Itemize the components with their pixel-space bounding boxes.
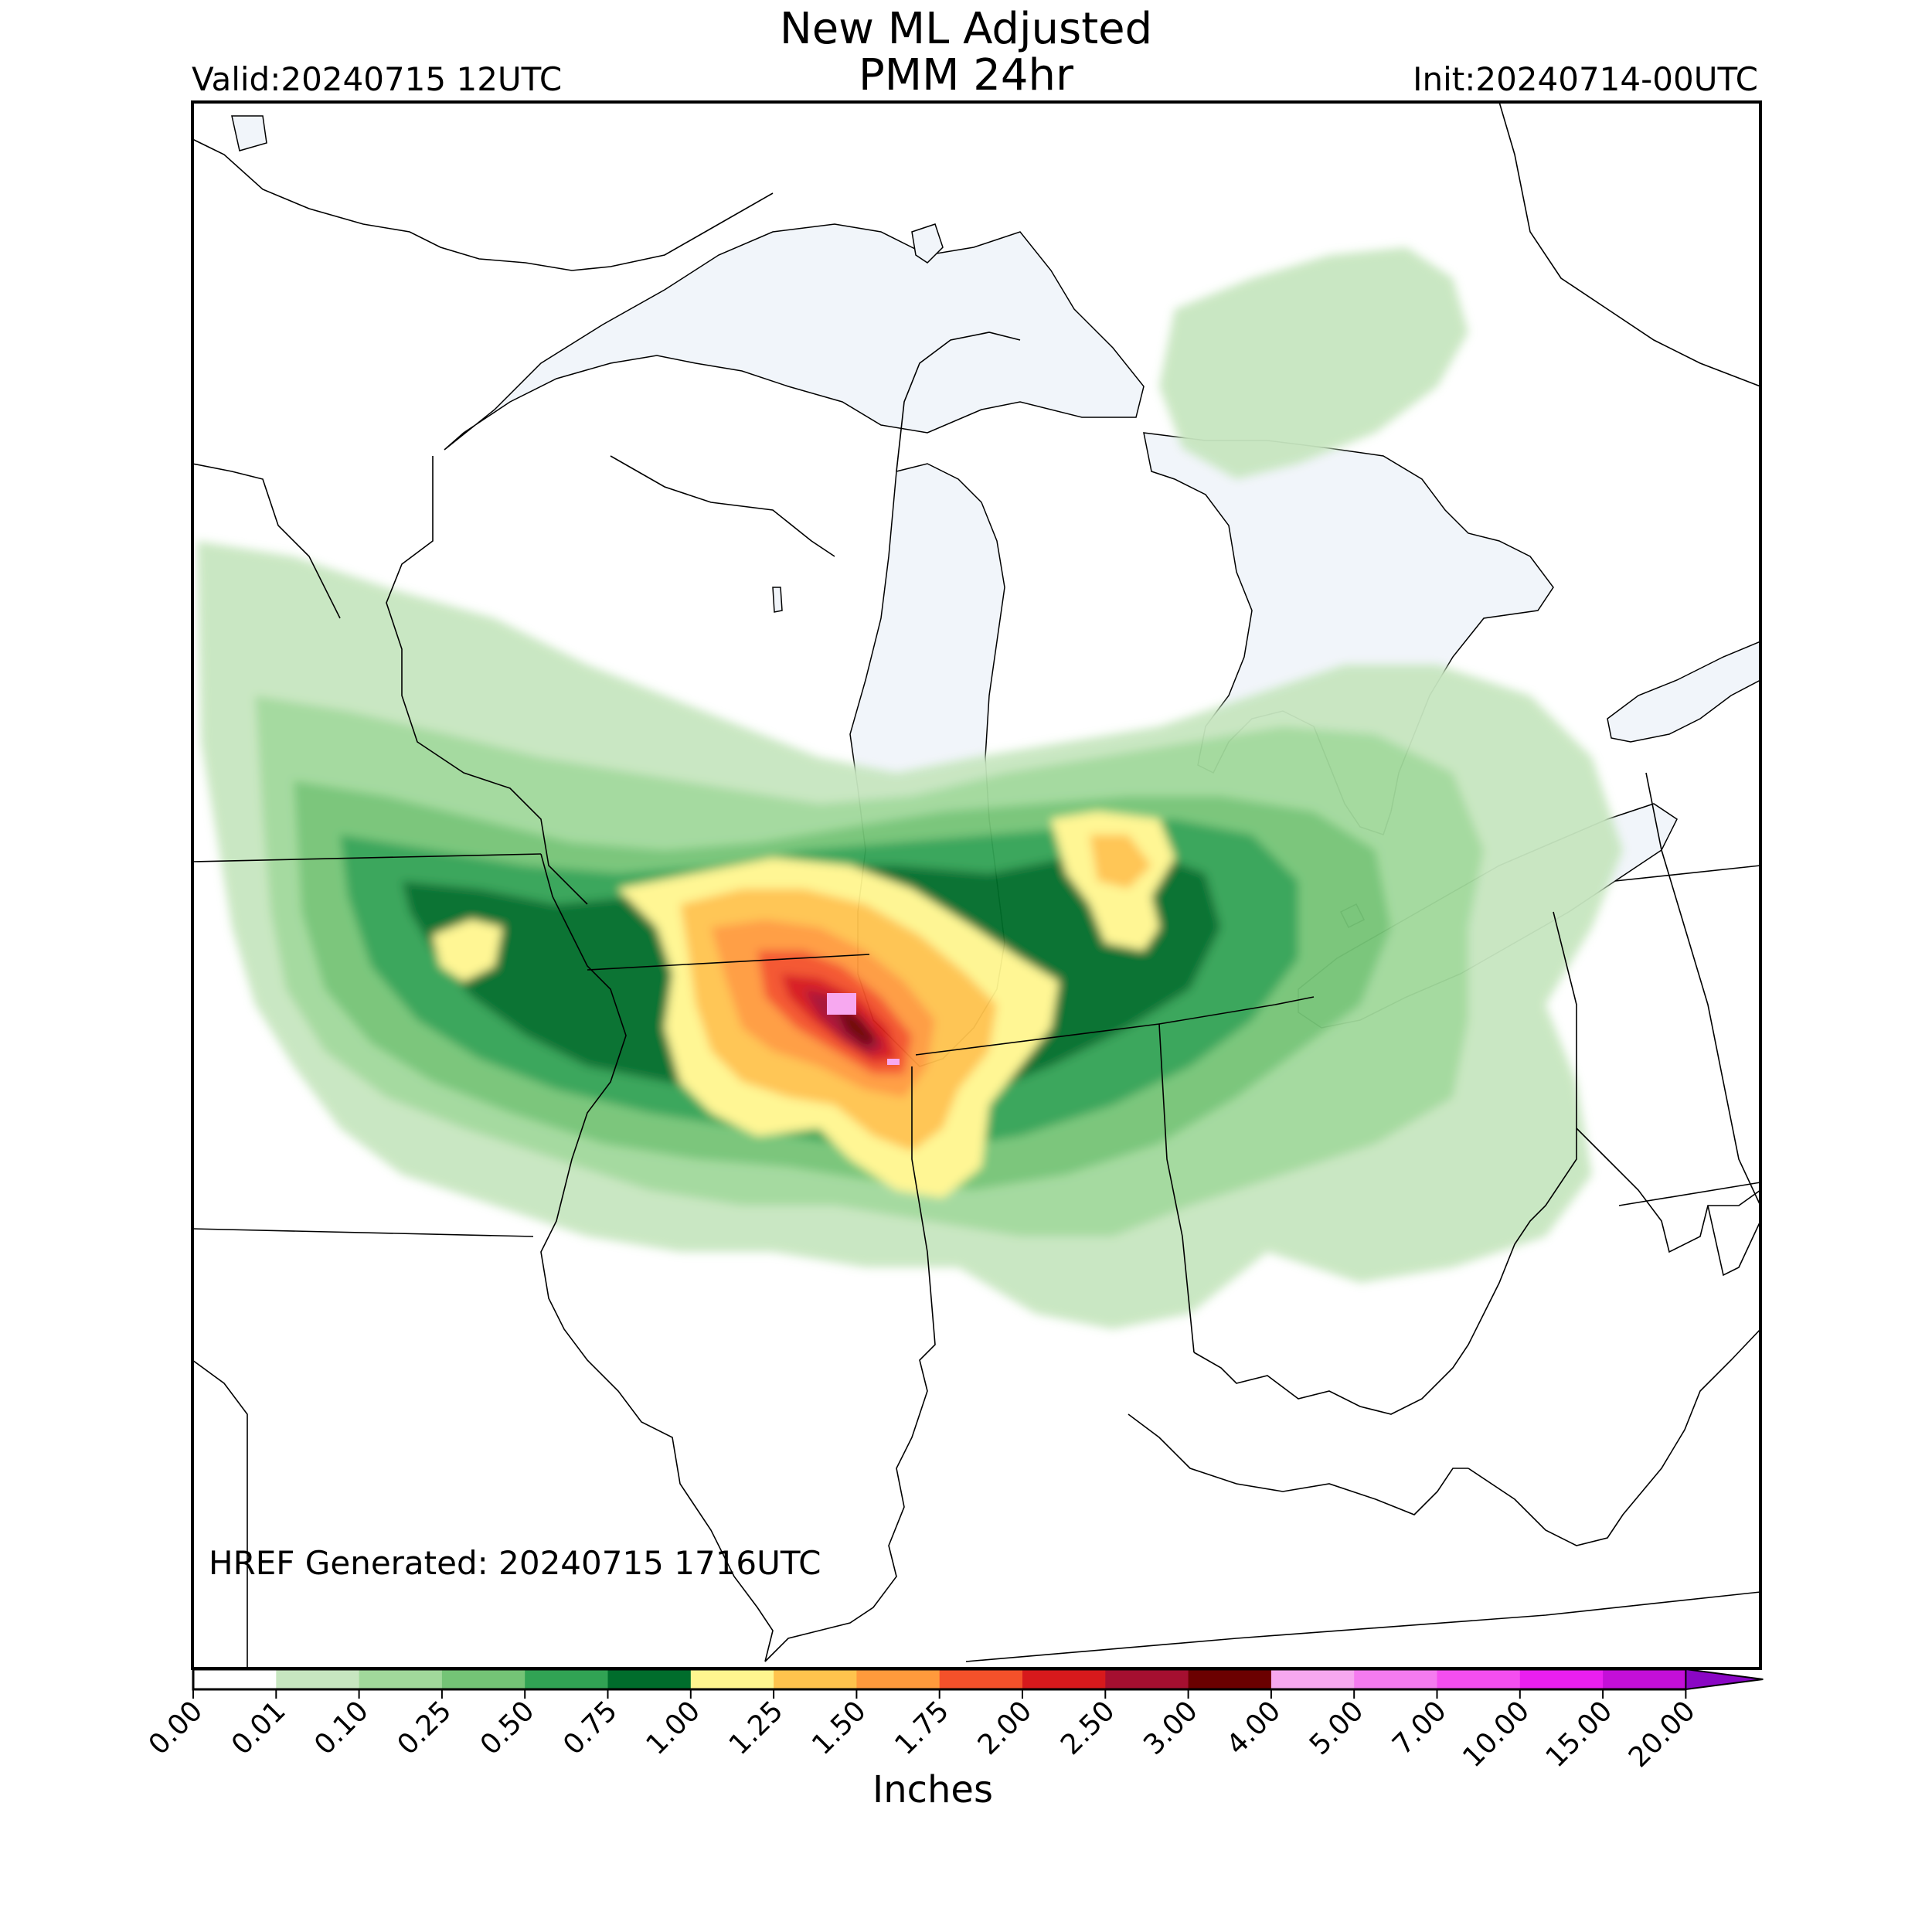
lake-nipigon: [911, 223, 944, 264]
colorbar-tick-label: 1.50: [806, 1695, 872, 1761]
colorbar-tick-label: 0.25: [392, 1695, 458, 1761]
wv-va-border: [1468, 1328, 1760, 1546]
wv-border: [1576, 1128, 1760, 1253]
colorbar-box-2.50: [1105, 1669, 1189, 1689]
colorbar-ticks: [192, 1689, 1687, 1699]
lake-superior: [444, 223, 1145, 451]
lake-of-woods: [231, 115, 267, 151]
pa-oh-border: [1553, 911, 1577, 1128]
colorbar-box-0.00: [193, 1669, 277, 1689]
colorbar-box-1.50: [856, 1669, 940, 1689]
precip-1-00-west: [433, 920, 502, 981]
mn-western: [192, 463, 341, 619]
colorbar-tick-label: 0.01: [226, 1695, 292, 1761]
colorbar-box-3.00: [1188, 1669, 1272, 1689]
colorbar-units-label: Inches: [872, 1768, 993, 1811]
colorbar-extend-arrow: [1685, 1668, 1764, 1691]
pa-ny-border: [1614, 865, 1760, 882]
ny-border-east: [1618, 1182, 1760, 1206]
quebec-ny-border: [1645, 772, 1760, 1206]
colorbar-tick-label: 1.00: [640, 1695, 706, 1761]
colorbar-tick-label: 3.00: [1138, 1695, 1204, 1761]
colorbar-tick-label: 4.00: [1221, 1695, 1287, 1761]
oh-mi-border: [1158, 996, 1315, 1025]
colorbar-box-7.00: [1437, 1669, 1521, 1689]
precip-4-00-small: [887, 1059, 900, 1065]
ny-vt-border: [1707, 1205, 1760, 1277]
colorbar-labels: 0.00 0.01 0.10 0.25 0.50 0.75 1.00 1.25 1.50 1.75…: [143, 1695, 1702, 1774]
ontario-border: [1498, 102, 1760, 387]
generated-timestamp: HREF Generated: 20240715 1716UTC: [209, 1544, 821, 1582]
precip-0-01-north: [1159, 247, 1468, 479]
ky-inner: [1128, 1413, 1468, 1515]
colorbar-tick-label: 0.10: [308, 1695, 375, 1761]
ia-mo-border: [192, 1228, 534, 1237]
colorbar-box-5.00: [1354, 1669, 1437, 1689]
minnesota-wisconsin: [386, 456, 588, 905]
lake-winnebago: [772, 587, 783, 613]
colorbar-tick-label: 0.50: [474, 1695, 541, 1761]
mo-ar-west: [192, 1359, 248, 1668]
valid-time-label: Valid:20240715 12UTC: [192, 60, 563, 98]
il-in-border: [764, 1066, 936, 1662]
state-borders: [192, 102, 1760, 1668]
colorbar-box-0.10: [359, 1669, 443, 1689]
colorbar-box-2.00: [1022, 1669, 1106, 1689]
precip-3-00: [835, 1005, 877, 1047]
map-title-line-1: New ML Adjusted: [779, 4, 1153, 54]
colorbar-tick-label: 2.50: [1055, 1695, 1121, 1761]
colorbar-box-1.00: [690, 1669, 774, 1689]
colorbar-box-15.00: [1603, 1669, 1686, 1689]
wi-il-border: [587, 954, 870, 971]
colorbar-box-0.01: [276, 1669, 360, 1689]
colorbar-tick-label: 1.25: [723, 1695, 790, 1761]
ohio-river: [1193, 1128, 1577, 1415]
colorbar-tick-label: 20.00: [1623, 1695, 1702, 1774]
precip-1-25-east: [1090, 835, 1151, 889]
canada-us-border: [192, 138, 774, 271]
ky-tn-border: [965, 1591, 1760, 1662]
colorbar-box-0.50: [525, 1669, 608, 1689]
in-mi-border: [915, 1023, 1160, 1056]
colorbar-tick-label: 10.00: [1457, 1695, 1536, 1774]
mississippi-river: [540, 853, 774, 1662]
colorbar-boxes: [192, 1668, 1764, 1691]
lake-ontario: [1607, 641, 1760, 743]
ia-mn-border: [192, 853, 542, 862]
colorbar-box-10.00: [1519, 1669, 1604, 1689]
init-time-label: Init:20240714-00UTC: [1413, 60, 1758, 98]
colorbar-tick-label: 5.00: [1304, 1695, 1370, 1761]
colorbar-box-1.25: [774, 1669, 857, 1689]
colorbar-tick-label: 2.00: [972, 1695, 1039, 1761]
precipitation-field: [197, 247, 1623, 1329]
precip-4-00: [827, 993, 856, 1015]
colorbar-box-4.00: [1270, 1669, 1355, 1689]
colorbar-box-0.75: [607, 1669, 692, 1689]
colorbar-box-0.25: [441, 1669, 526, 1689]
in-oh-border: [1158, 1023, 1195, 1353]
colorbar-tick-label: 0.75: [557, 1695, 624, 1761]
michigan-lp-west: [896, 332, 1021, 472]
colorbar-tick-label: 1.75: [889, 1695, 955, 1761]
colorbar-tick-label: 15.00: [1540, 1695, 1619, 1774]
colorbar-box-1.75: [939, 1669, 1023, 1689]
colorbar-tick-label: 0.00: [143, 1695, 209, 1761]
colorbar-tick-label: 7.00: [1386, 1695, 1453, 1761]
wisconsin-michigan-up: [610, 455, 835, 557]
map-title-line-2: PMM 24hr: [859, 50, 1073, 100]
